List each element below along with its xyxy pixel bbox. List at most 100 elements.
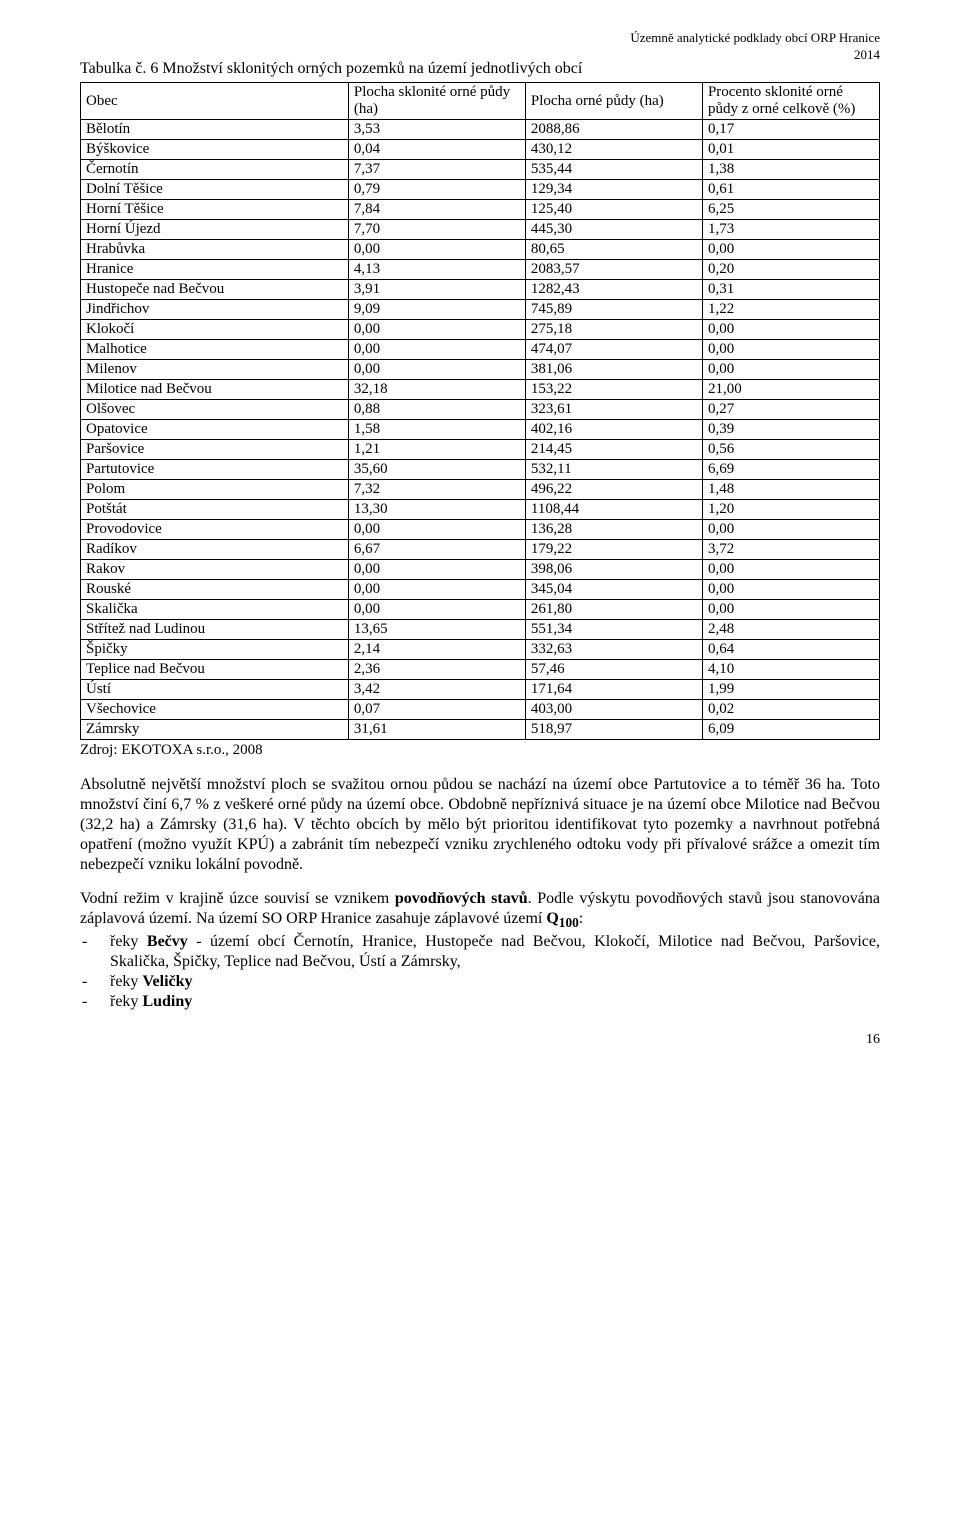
table-cell: 0,31 (702, 280, 879, 300)
table-cell: Dolní Těšice (81, 180, 349, 200)
table-cell: 430,12 (525, 140, 702, 160)
table-cell: 9,09 (348, 300, 525, 320)
table-cell: 2,36 (348, 660, 525, 680)
table-cell: 0,00 (348, 560, 525, 580)
table-cell: 0,61 (702, 180, 879, 200)
flood-list: řeky Bečvy - území obcí Černotín, Hranic… (80, 932, 880, 1012)
table-row: Teplice nad Bečvou2,3657,464,10 (81, 660, 880, 680)
table-row: Malhotice0,00474,070,00 (81, 340, 880, 360)
table-cell: 551,34 (525, 620, 702, 640)
table-cell: Milotice nad Bečvou (81, 380, 349, 400)
table-cell: Všechovice (81, 700, 349, 720)
table-cell: 381,06 (525, 360, 702, 380)
b1-bold: Bečvy (147, 933, 188, 950)
table-row: Klokočí0,00275,180,00 (81, 320, 880, 340)
paragraph-1: Absolutně největší množství ploch se sva… (80, 775, 880, 875)
list-item: řeky Veličky (110, 972, 880, 992)
table-source: Zdroj: EKOTOXA s.r.o., 2008 (80, 742, 880, 759)
table-cell: Rouské (81, 580, 349, 600)
table-cell: Klokočí (81, 320, 349, 340)
table-row: Rouské0,00345,040,00 (81, 580, 880, 600)
table-row: Střítež nad Ludinou13,65551,342,48 (81, 620, 880, 640)
table-cell: Rakov (81, 560, 349, 580)
table-cell: 13,65 (348, 620, 525, 640)
table-cell: 13,30 (348, 500, 525, 520)
table-cell: 7,32 (348, 480, 525, 500)
table-cell: 7,37 (348, 160, 525, 180)
para2-colon: : (579, 910, 583, 927)
table-cell: 0,56 (702, 440, 879, 460)
table-cell: 3,42 (348, 680, 525, 700)
table-cell: 0,88 (348, 400, 525, 420)
table-row: Hrabůvka0,0080,650,00 (81, 240, 880, 260)
table-cell: Hranice (81, 260, 349, 280)
table-cell: 0,00 (348, 360, 525, 380)
table-cell: Provodovice (81, 520, 349, 540)
table-cell: 3,72 (702, 540, 879, 560)
table-cell: Střítež nad Ludinou (81, 620, 349, 640)
table-cell: 57,46 (525, 660, 702, 680)
table-cell: 0,00 (702, 340, 879, 360)
table-cell: 0,27 (702, 400, 879, 420)
table-cell: 3,53 (348, 120, 525, 140)
table-cell: 171,64 (525, 680, 702, 700)
b1-pre: řeky (110, 933, 147, 950)
document-header: Územně analytické podklady obcí ORP Hran… (630, 30, 880, 64)
table-cell: 1282,43 (525, 280, 702, 300)
table-cell: 0,39 (702, 420, 879, 440)
table-cell: 0,01 (702, 140, 879, 160)
table-cell: 445,30 (525, 220, 702, 240)
table-cell: Hustopeče nad Bečvou (81, 280, 349, 300)
table-row: Milenov0,00381,060,00 (81, 360, 880, 380)
table-row: Všechovice0,07403,000,02 (81, 700, 880, 720)
table-cell: 7,84 (348, 200, 525, 220)
table-cell: Paršovice (81, 440, 349, 460)
table-row: Partutovice35,60532,116,69 (81, 460, 880, 480)
table-cell: Ústí (81, 680, 349, 700)
table-row: Ústí3,42171,641,99 (81, 680, 880, 700)
table-cell: 1,99 (702, 680, 879, 700)
table-row: Rakov0,00398,060,00 (81, 560, 880, 580)
table-cell: 0,00 (702, 360, 879, 380)
table-cell: 1,38 (702, 160, 879, 180)
table-cell: 0,00 (702, 560, 879, 580)
table-cell: Malhotice (81, 340, 349, 360)
b1-post: - území obcí Černotín, Hranice, Hustopeč… (110, 933, 880, 970)
table-cell: 0,00 (348, 600, 525, 620)
table-row: Hranice4,132083,570,20 (81, 260, 880, 280)
table-cell: 261,80 (525, 600, 702, 620)
table-cell: Opatovice (81, 420, 349, 440)
table-cell: Zámrsky (81, 720, 349, 740)
table-row: Opatovice1,58402,160,39 (81, 420, 880, 440)
table-cell: 518,97 (525, 720, 702, 740)
b2-pre: řeky (110, 973, 142, 990)
table-cell: 0,00 (348, 240, 525, 260)
b3-pre: řeky (110, 993, 142, 1010)
para2-bold: povodňových stavů (395, 890, 528, 907)
table-cell: Potštát (81, 500, 349, 520)
table-cell: 6,09 (702, 720, 879, 740)
table-row: Olšovec0,88323,610,27 (81, 400, 880, 420)
table-cell: 403,00 (525, 700, 702, 720)
table-cell: 31,61 (348, 720, 525, 740)
table-cell: 0,07 (348, 700, 525, 720)
table-cell: Radíkov (81, 540, 349, 560)
table-cell: 323,61 (525, 400, 702, 420)
table-cell: Milenov (81, 360, 349, 380)
table-cell: 35,60 (348, 460, 525, 480)
table-cell: 1,20 (702, 500, 879, 520)
table-cell: 474,07 (525, 340, 702, 360)
table-cell: 0,00 (702, 580, 879, 600)
table-cell: Špičky (81, 640, 349, 660)
table-cell: 1,48 (702, 480, 879, 500)
table-row: Zámrsky31,61518,976,09 (81, 720, 880, 740)
table-cell: 6,25 (702, 200, 879, 220)
table-cell: Jindřichov (81, 300, 349, 320)
table-row: Radíkov6,67179,223,72 (81, 540, 880, 560)
table-cell: 32,18 (348, 380, 525, 400)
table-cell: 0,00 (348, 320, 525, 340)
paragraph-2: Vodní režim v krajině úzce souvisí se vz… (80, 889, 880, 932)
slope-table: Obec Plocha sklonité orné půdy (ha) Ploc… (80, 82, 880, 740)
table-cell: 1108,44 (525, 500, 702, 520)
table-cell: 402,16 (525, 420, 702, 440)
